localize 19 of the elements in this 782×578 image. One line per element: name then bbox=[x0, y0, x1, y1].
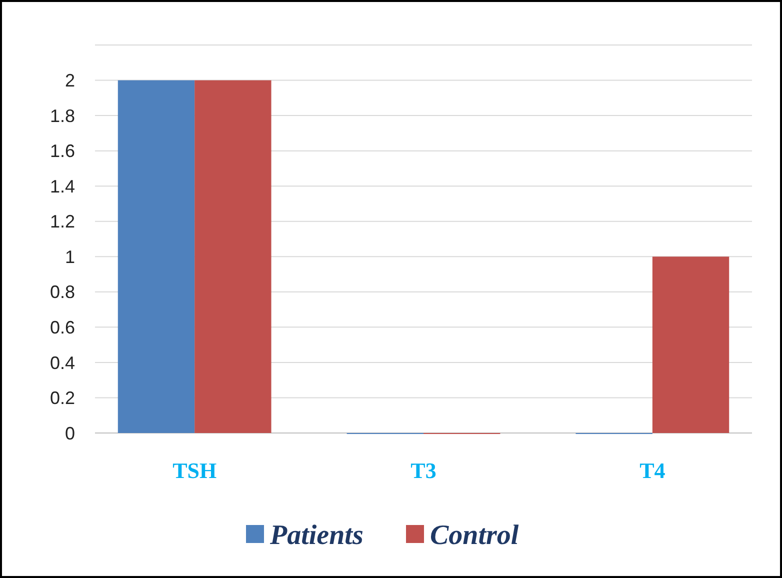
y-tick-label: 1.8 bbox=[50, 106, 75, 126]
x-tick-label: T4 bbox=[640, 458, 666, 483]
bar bbox=[118, 80, 195, 433]
legend-label: Control bbox=[430, 520, 519, 551]
y-tick-label: 1.2 bbox=[50, 212, 75, 232]
y-tick-label: 2 bbox=[64, 70, 75, 91]
y-tick-label: 0 bbox=[64, 423, 75, 444]
bar bbox=[194, 80, 272, 433]
y-tick-label: 1.4 bbox=[50, 176, 75, 196]
legend-label: Patients bbox=[269, 520, 364, 551]
x-tick-label: TSH bbox=[172, 458, 217, 483]
y-tick-label: 0.2 bbox=[50, 388, 75, 408]
y-tick-label: 0.6 bbox=[50, 317, 75, 338]
y-tick-label: 1 bbox=[64, 246, 75, 267]
y-tick-label: 0.8 bbox=[50, 282, 75, 302]
y-tick-label: 0.4 bbox=[50, 352, 75, 373]
x-tick-label: T3 bbox=[410, 458, 436, 483]
bar bbox=[652, 256, 730, 433]
y-tick-label: 1.6 bbox=[50, 141, 75, 162]
